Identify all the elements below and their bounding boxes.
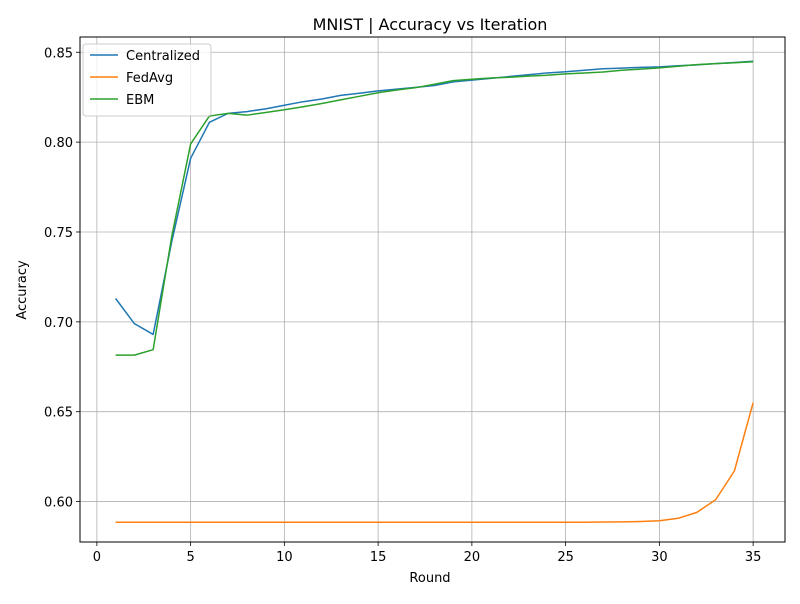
x-tick-label: 10 xyxy=(276,550,293,565)
series-line-ebm xyxy=(115,61,754,356)
series-line-fedavg xyxy=(115,402,754,523)
y-tick-label: 0.60 xyxy=(44,496,73,511)
series-line-centralized xyxy=(115,60,754,336)
series-lines xyxy=(115,60,754,523)
y-tick-label: 0.70 xyxy=(44,316,73,331)
x-tick-label: 15 xyxy=(370,550,387,565)
y-tick-label: 0.65 xyxy=(44,406,73,421)
grid xyxy=(80,37,785,542)
y-tick-label: 0.75 xyxy=(44,226,73,241)
x-axis-title: Round xyxy=(409,571,450,586)
y-tick-label: 0.85 xyxy=(44,46,73,61)
x-tick-label: 0 xyxy=(93,550,101,565)
y-tick-label: 0.80 xyxy=(44,136,73,151)
x-tick-label: 30 xyxy=(651,550,668,565)
chart-title: MNIST | Accuracy vs Iteration xyxy=(313,15,548,34)
x-tick-label: 25 xyxy=(557,550,574,565)
x-tick-label: 35 xyxy=(745,550,762,565)
legend-label-centralized: Centralized xyxy=(126,49,200,64)
legend: Centralized FedAvg EBM xyxy=(82,43,212,117)
axis-ticks: 0 5 10 15 20 25 30 35 0.60 0.65 0.70 0.75 0.80 0.85 xyxy=(44,46,761,565)
plot-frame xyxy=(79,36,786,543)
legend-box xyxy=(82,43,212,117)
x-tick-label: 20 xyxy=(464,550,481,565)
x-tick-label: 5 xyxy=(186,550,194,565)
legend-label-fedavg: FedAvg xyxy=(126,71,173,86)
legend-label-ebm: EBM xyxy=(126,93,154,108)
y-axis-title: Accuracy xyxy=(15,260,30,320)
